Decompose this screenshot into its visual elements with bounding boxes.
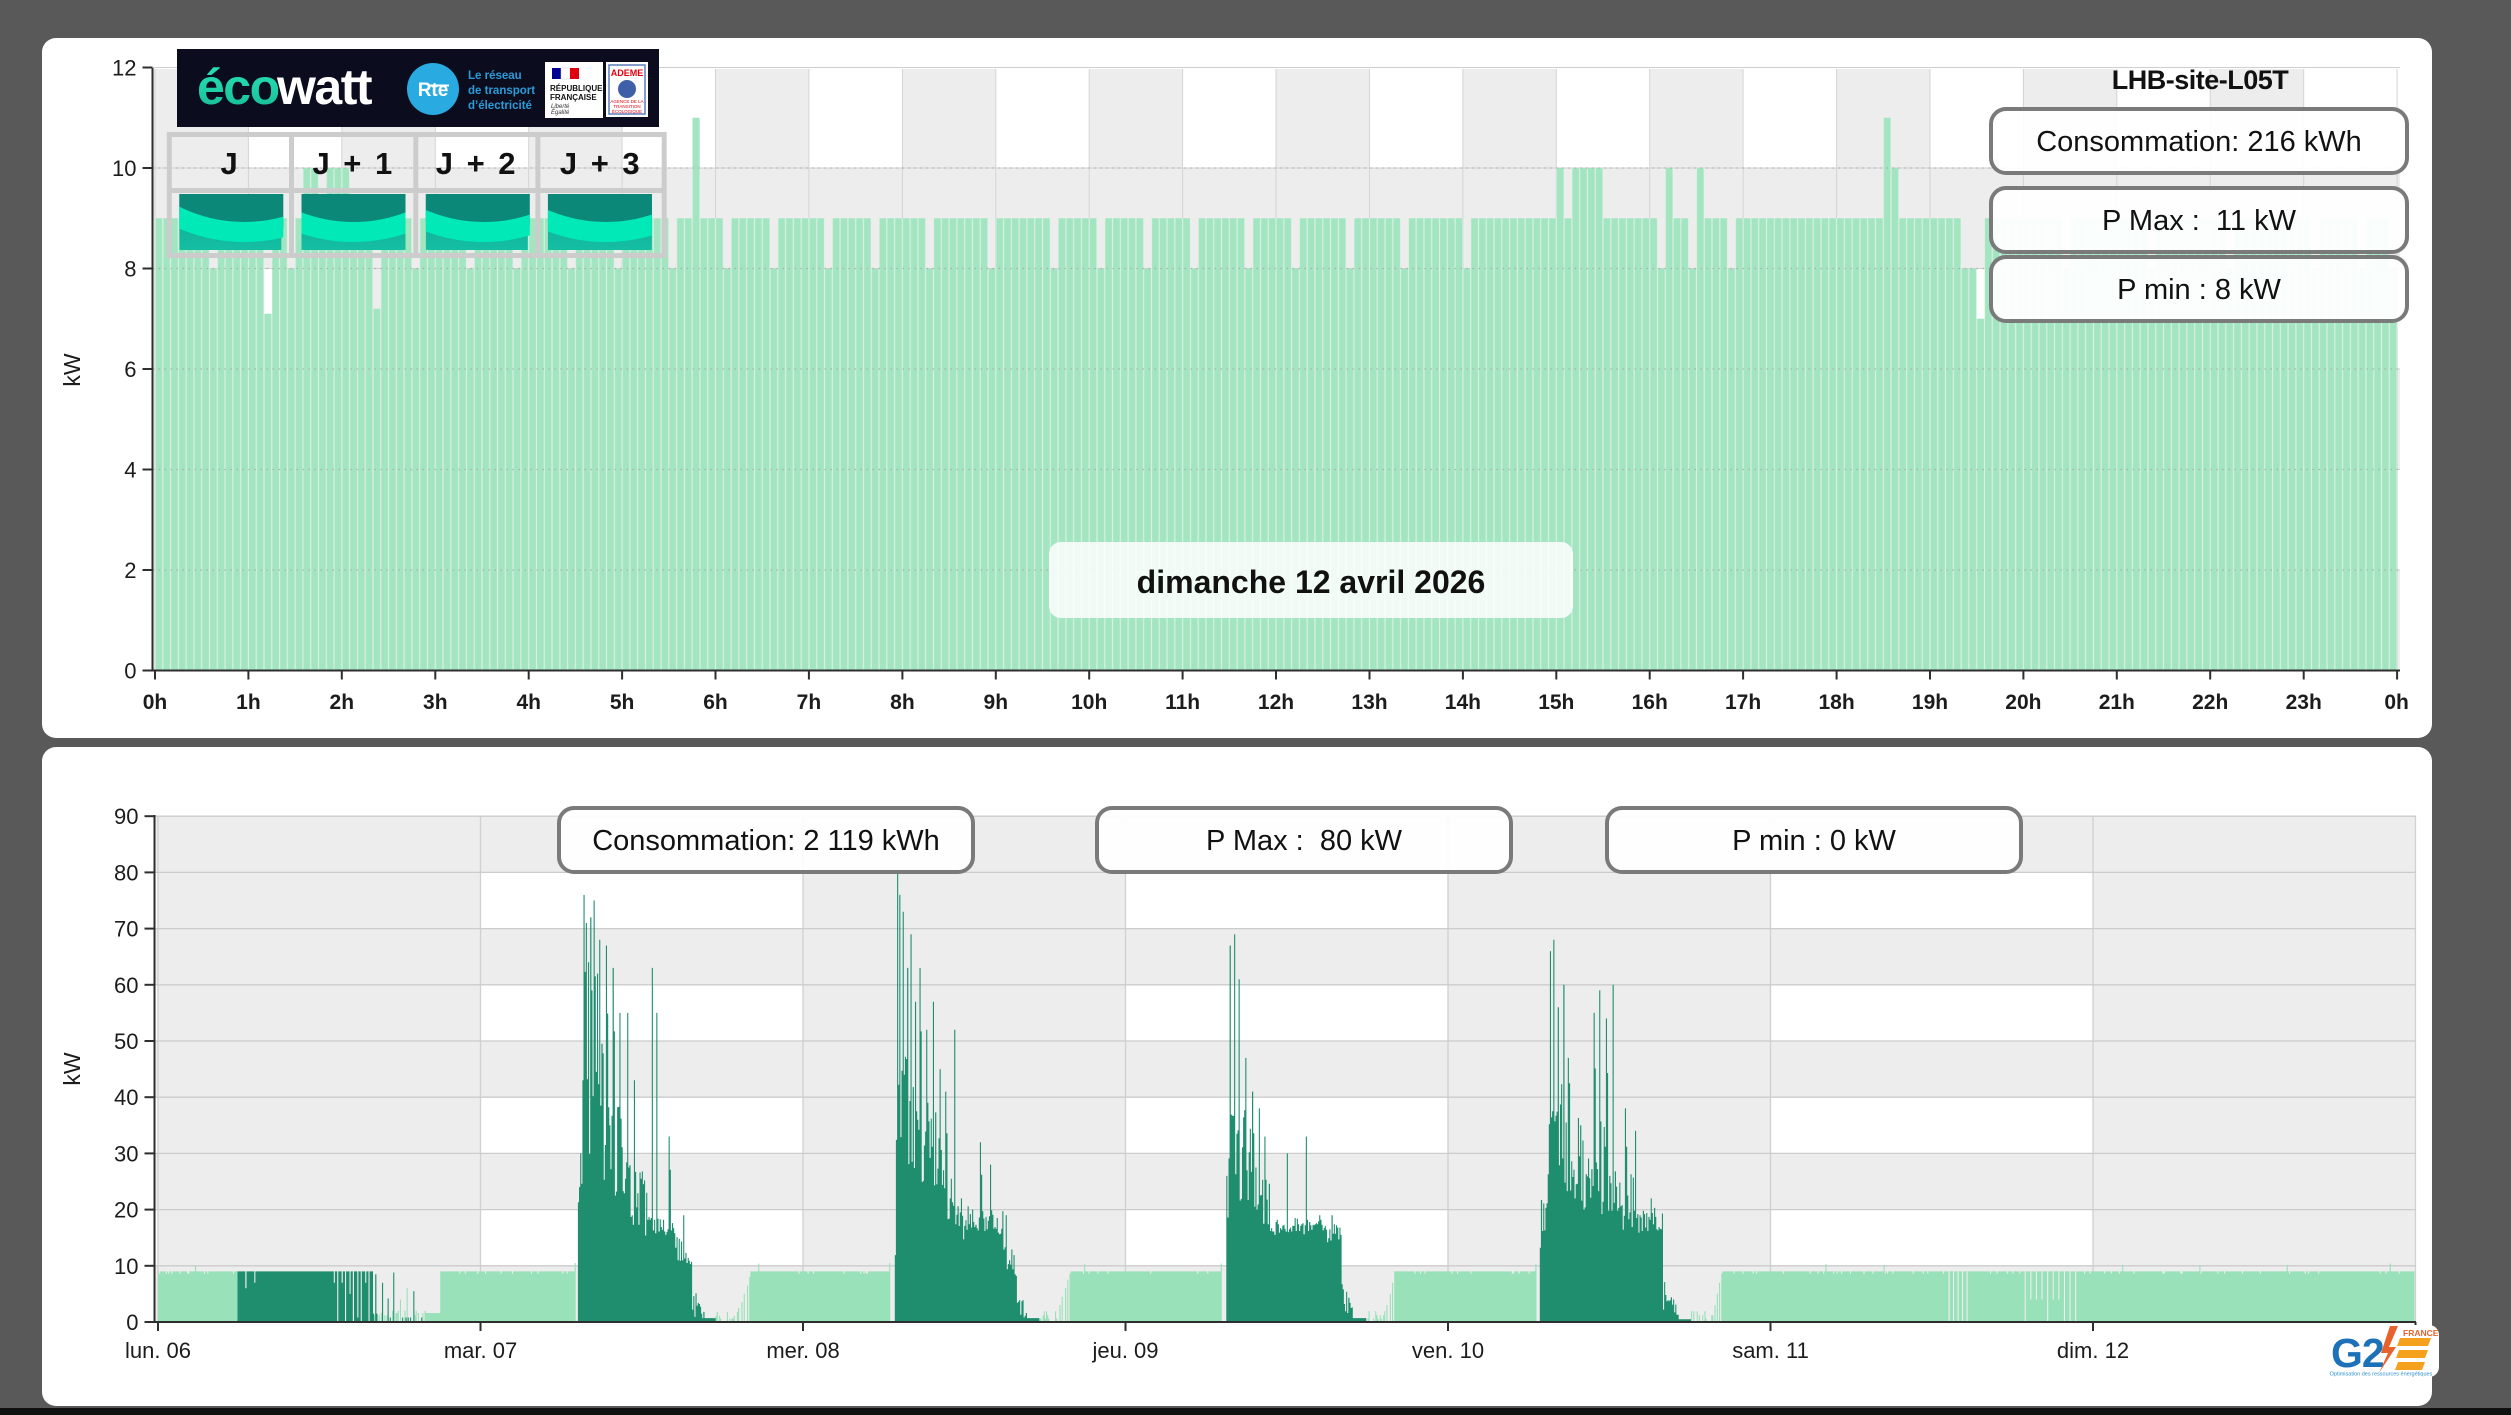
svg-text:8: 8: [124, 257, 136, 282]
svg-text:J + 2: J + 2: [436, 146, 518, 181]
svg-text:0: 0: [126, 1310, 138, 1335]
svg-text:J: J: [221, 146, 241, 181]
svg-text:d’électricité: d’électricité: [468, 100, 532, 112]
svg-text:FRANÇAISE: FRANÇAISE: [550, 93, 597, 102]
svg-text:AGENCE DE LA: AGENCE DE LA: [610, 99, 643, 104]
svg-text:50: 50: [114, 1029, 138, 1054]
svg-text:80: 80: [114, 860, 138, 885]
svg-text:Le réseau: Le réseau: [468, 70, 522, 82]
svg-text:2h: 2h: [330, 691, 355, 714]
svg-text:12: 12: [112, 56, 136, 81]
svg-text:kW: kW: [59, 353, 85, 387]
svg-text:ADEME: ADEME: [611, 68, 644, 78]
svg-text:20: 20: [114, 1198, 138, 1223]
svg-text:20h: 20h: [2005, 691, 2041, 714]
svg-text:70: 70: [114, 917, 138, 942]
svg-text:4h: 4h: [516, 691, 541, 714]
svg-text:mer. 08: mer. 08: [766, 1338, 839, 1363]
svg-text:23h: 23h: [2286, 691, 2322, 714]
svg-text:P min : 0 kW: P min : 0 kW: [1732, 825, 1896, 857]
svg-text:9h: 9h: [984, 691, 1009, 714]
svg-text:dim. 12: dim. 12: [2057, 1338, 2129, 1363]
svg-text:TRANSITION: TRANSITION: [613, 104, 640, 109]
svg-text:16h: 16h: [1632, 691, 1668, 714]
svg-text:kW: kW: [59, 1052, 85, 1086]
svg-text:sam. 11: sam. 11: [1732, 1338, 1809, 1363]
svg-text:P Max : 80 kW: P Max : 80 kW: [1206, 825, 1403, 857]
svg-text:2: 2: [124, 558, 136, 583]
svg-text:5h: 5h: [610, 691, 635, 714]
svg-text:60: 60: [114, 973, 138, 998]
svg-text:Liberté: Liberté: [551, 104, 570, 110]
svg-text:1h: 1h: [236, 691, 261, 714]
svg-text:3h: 3h: [423, 691, 448, 714]
svg-text:13h: 13h: [1351, 691, 1387, 714]
svg-text:P Max : 11 kW: P Max : 11 kW: [2102, 205, 2297, 237]
svg-text:21h: 21h: [2099, 691, 2135, 714]
svg-text:14h: 14h: [1445, 691, 1481, 714]
svg-text:40: 40: [114, 1085, 138, 1110]
svg-text:90: 90: [114, 804, 138, 829]
svg-text:0h: 0h: [2384, 691, 2409, 714]
svg-text:watt: watt: [276, 59, 373, 115]
svg-text:18h: 18h: [1819, 691, 1855, 714]
svg-text:0: 0: [124, 659, 136, 684]
svg-text:de transport: de transport: [468, 85, 535, 97]
svg-text:Consommation: 216 kWh: Consommation: 216 kWh: [2036, 126, 2362, 158]
svg-text:G2: G2: [2331, 1330, 2384, 1376]
svg-text:8h: 8h: [890, 691, 915, 714]
svg-text:15h: 15h: [1538, 691, 1574, 714]
svg-text:11h: 11h: [1165, 691, 1200, 714]
svg-text:P min : 8 kW: P min : 8 kW: [2117, 274, 2281, 306]
svg-text:10: 10: [112, 156, 136, 181]
svg-text:10: 10: [114, 1254, 138, 1279]
svg-text:mar. 07: mar. 07: [444, 1338, 517, 1363]
svg-text:6h: 6h: [703, 691, 728, 714]
svg-text:4: 4: [124, 458, 136, 483]
svg-text:22h: 22h: [2192, 691, 2228, 714]
svg-text:éco: éco: [197, 59, 279, 115]
svg-text:J + 3: J + 3: [560, 146, 642, 181]
svg-text:ÉCOLOGIQUE: ÉCOLOGIQUE: [612, 108, 642, 114]
svg-text:30: 30: [114, 1141, 138, 1166]
svg-text:10h: 10h: [1071, 691, 1107, 714]
svg-text:17h: 17h: [1725, 691, 1761, 714]
svg-text:Optimisation des ressources én: Optimisation des ressources énergétiques: [2330, 1372, 2433, 1378]
svg-text:J + 1: J + 1: [312, 146, 394, 181]
svg-text:ven. 10: ven. 10: [1412, 1338, 1484, 1363]
svg-text:Égalité: Égalité: [551, 109, 570, 116]
svg-text:dimanche 12 avril 2026: dimanche 12 avril 2026: [1137, 564, 1486, 600]
svg-text:6: 6: [124, 357, 136, 382]
svg-text:Consommation: 2 119 kWh: Consommation: 2 119 kWh: [592, 825, 940, 857]
svg-text:Rte: Rte: [418, 80, 449, 101]
svg-text:19h: 19h: [1912, 691, 1948, 714]
svg-text:7h: 7h: [797, 691, 822, 714]
svg-text:jeu. 09: jeu. 09: [1091, 1338, 1158, 1363]
svg-text:0h: 0h: [143, 691, 168, 714]
svg-text:lun. 06: lun. 06: [125, 1338, 191, 1363]
svg-text:LHB-site-L05T: LHB-site-L05T: [2112, 65, 2290, 95]
svg-text:FRANCE: FRANCE: [2403, 1328, 2439, 1338]
svg-text:12h: 12h: [1258, 691, 1294, 714]
svg-text:RÉPUBLIQUE: RÉPUBLIQUE: [550, 84, 603, 93]
